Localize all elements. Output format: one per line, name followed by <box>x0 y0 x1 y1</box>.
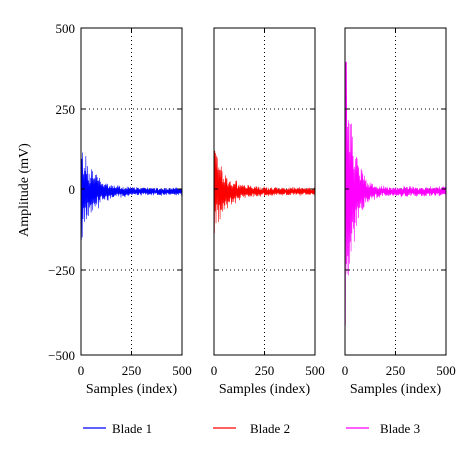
y-tick-label: 500 <box>56 21 76 36</box>
x-axis-title: Samples (index) <box>219 382 311 397</box>
x-tick-label: 500 <box>436 363 456 378</box>
series-line-blade-1 <box>80 152 183 240</box>
x-tick-label: 250 <box>255 363 275 378</box>
legend: Blade 1 Blade 2 Blade 3 <box>83 421 420 436</box>
legend-entry-blade-1: Blade 1 <box>83 421 152 436</box>
legend-label: Blade 1 <box>112 421 152 436</box>
y-tick-label: −500 <box>48 348 75 363</box>
legend-label: Blade 2 <box>250 421 290 436</box>
legend-entry-blade-2: Blade 2 <box>213 421 290 436</box>
x-tick-label: 500 <box>305 363 325 378</box>
x-tick-label: 0 <box>78 363 85 378</box>
panel-blade-3: 0 250 500 Samples (index) <box>342 27 456 397</box>
x-tick-label: 250 <box>386 363 406 378</box>
ticks-panel-1 <box>81 27 182 356</box>
legend-label: Blade 3 <box>380 421 420 436</box>
x-tick-label: 250 <box>122 363 142 378</box>
x-tick-label: 0 <box>211 363 218 378</box>
panel-blade-2: 0 250 500 Samples (index) <box>211 27 325 397</box>
series-line-blade-3 <box>344 61 447 326</box>
ticks-panel-2 <box>214 27 315 356</box>
legend-entry-blade-3: Blade 3 <box>346 421 420 436</box>
x-tick-label: 0 <box>342 363 349 378</box>
y-tick-label: −250 <box>48 263 75 278</box>
y-axis-title: Amplitude (mV) <box>17 143 32 237</box>
series-line-blade-2 <box>213 150 316 234</box>
x-tick-label: 500 <box>172 363 192 378</box>
x-axis-title: Samples (index) <box>350 382 442 397</box>
x-axis-title: Samples (index) <box>86 382 178 397</box>
y-tick-label: 0 <box>69 182 76 197</box>
panel-blade-1: 500 250 0 −250 −500 0 250 500 Samples (i… <box>48 21 192 397</box>
y-tick-label: 250 <box>56 102 76 117</box>
ticks-panel-3 <box>345 27 446 356</box>
